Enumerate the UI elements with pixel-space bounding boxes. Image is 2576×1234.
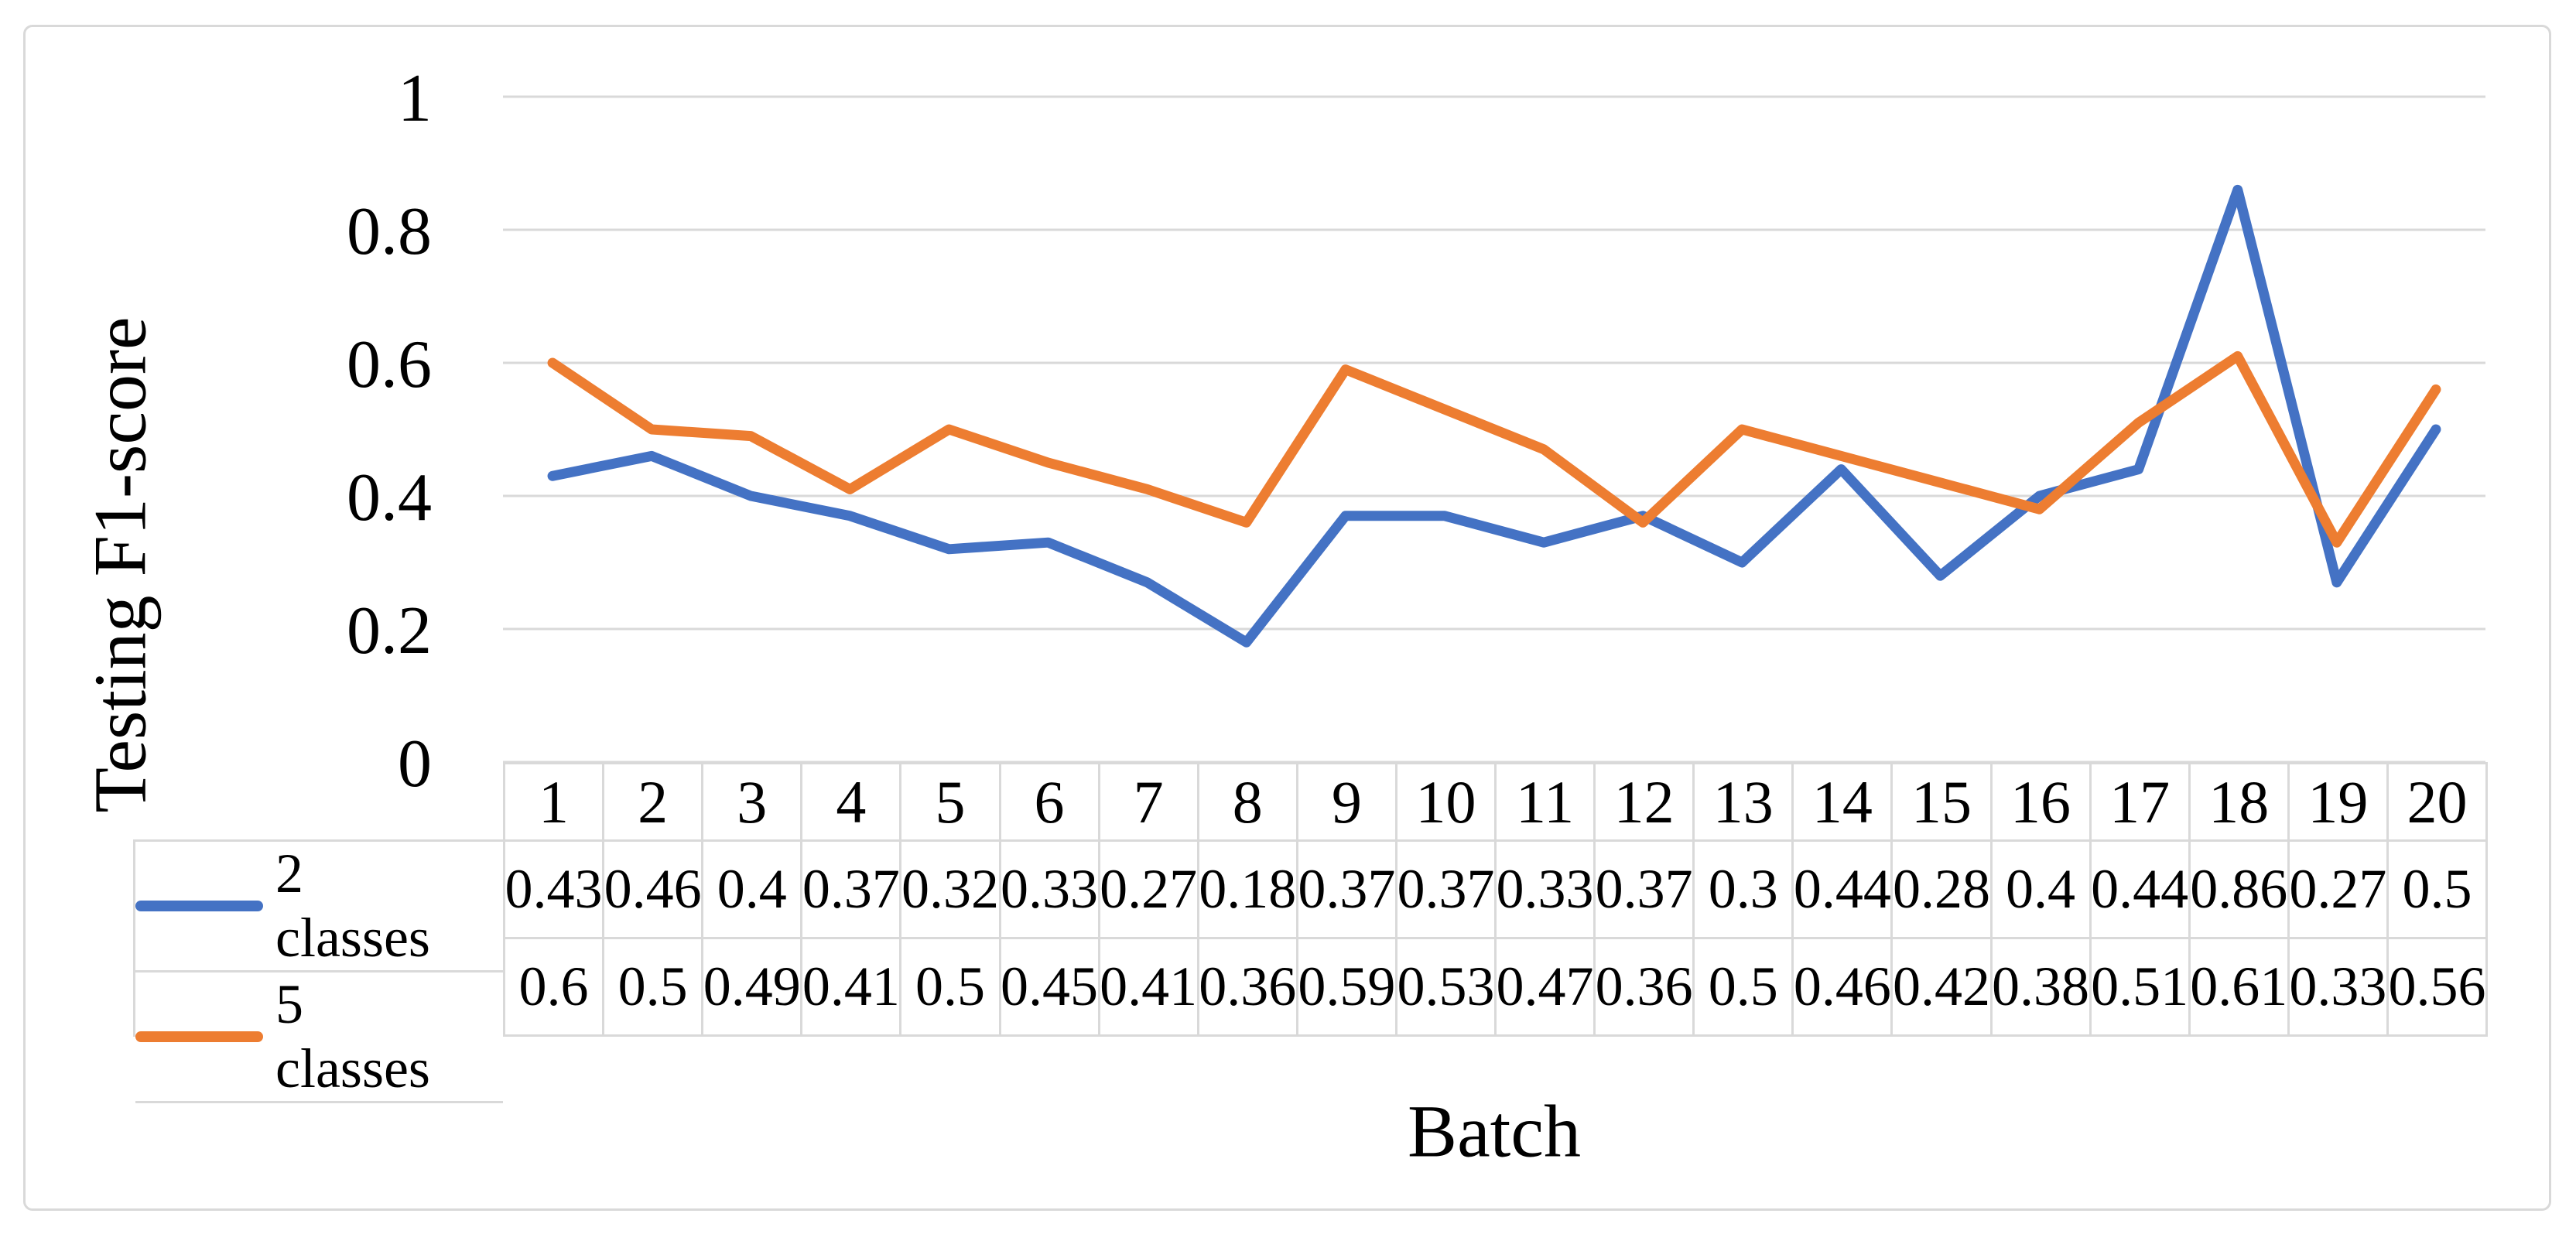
value-cell-2-classes-b8: 0.18 [1199, 842, 1298, 939]
value-cell-5-classes-b14: 0.46 [1794, 939, 1894, 1037]
value-cell-5-classes-b1: 0.6 [505, 939, 605, 1037]
value-cell-2-classes-b13: 0.3 [1695, 842, 1794, 939]
value-cell-5-classes-b2: 0.5 [604, 939, 704, 1037]
series-lines [547, 184, 2441, 648]
value-cell-5-classes-b10: 0.53 [1397, 939, 1497, 1037]
legend-item-2-classes: 2 classes [135, 842, 503, 973]
y-tick-label-0.6: 0.6 [347, 327, 432, 402]
value-cell-2-classes-b19: 0.27 [2289, 842, 2389, 939]
batch-header-cell-5: 5 [901, 764, 1001, 842]
value-cell-2-classes-b3: 0.4 [703, 842, 803, 939]
batch-header-cell-14: 14 [1794, 764, 1894, 842]
value-cell-2-classes-b18: 0.86 [2190, 842, 2290, 939]
legend-label-5-classes: 5 classes [275, 973, 430, 1099]
batch-header-cell-19: 19 [2289, 764, 2389, 842]
value-cell-2-classes-b10: 0.37 [1397, 842, 1497, 939]
figure-border-frame [23, 25, 2551, 1211]
legend-label-2-classes: 2 classes [275, 843, 430, 969]
y-axis-tick-labels: 0 0.2 0.4 0.6 0.8 1 [347, 61, 432, 802]
legend-column: 2 classes 5 classes [133, 839, 503, 1103]
value-cell-5-classes-b18: 0.61 [2190, 939, 2290, 1037]
value-cell-2-classes-b20: 0.5 [2388, 842, 2488, 939]
value-cell-2-classes-b17: 0.44 [2091, 842, 2191, 939]
value-cell-5-classes-b12: 0.36 [1596, 939, 1695, 1037]
y-tick-label-0.8: 0.8 [347, 194, 432, 269]
batch-header-cell-3: 3 [703, 764, 803, 842]
batch-header-cell-18: 18 [2190, 764, 2290, 842]
batch-header-cell-4: 4 [802, 764, 902, 842]
value-cell-5-classes-b15: 0.42 [1893, 939, 1993, 1037]
value-cell-2-classes-b6: 0.33 [1001, 842, 1100, 939]
value-cell-5-classes-b7: 0.41 [1100, 939, 1199, 1037]
y-tick-label-0: 0 [398, 726, 432, 802]
batch-header-cell-17: 17 [2091, 764, 2191, 842]
legend-line-swatch-5-classes [135, 1031, 263, 1042]
batch-header-cell-12: 12 [1596, 764, 1695, 842]
value-cell-5-classes-b16: 0.38 [1992, 939, 2092, 1037]
y-tick-label-0.2: 0.2 [347, 593, 432, 668]
value-cell-2-classes-b14: 0.44 [1794, 842, 1894, 939]
batch-header-cell-9: 9 [1298, 764, 1397, 842]
value-cell-5-classes-b8: 0.36 [1199, 939, 1298, 1037]
batch-header-cell-11: 11 [1497, 764, 1596, 842]
y-tick-label-1: 1 [398, 61, 432, 136]
batch-header-cell-10: 10 [1397, 764, 1497, 842]
value-cell-2-classes-b1: 0.43 [505, 842, 605, 939]
value-cell-5-classes-b19: 0.33 [2289, 939, 2389, 1037]
batch-header-cell-20: 20 [2388, 764, 2488, 842]
series-line-2-classes [547, 184, 2441, 648]
legend-line-swatch-2-classes [135, 901, 263, 911]
batch-header-cell-1: 1 [505, 764, 605, 842]
series-line-5-classes [547, 350, 2441, 548]
value-cell-5-classes-b3: 0.49 [703, 939, 803, 1037]
x-axis-title: Batch [1408, 1089, 1581, 1173]
value-cell-2-classes-b16: 0.4 [1992, 842, 2092, 939]
data-table: 1 2 3 4 5 6 7 8 9 10 11 12 13 14 15 16 17 18 19 20 0.43 0.46 0… [503, 762, 2488, 1037]
value-cell-2-classes-b4: 0.37 [802, 842, 902, 939]
value-cell-5-classes-b13: 0.5 [1695, 939, 1794, 1037]
batch-header-cell-2: 2 [604, 764, 704, 842]
value-cell-2-classes-b12: 0.37 [1596, 842, 1695, 939]
value-cell-2-classes-b11: 0.33 [1497, 842, 1596, 939]
batch-header-cell-7: 7 [1100, 764, 1199, 842]
batch-header-cell-16: 16 [1992, 764, 2092, 842]
value-cell-2-classes-b5: 0.32 [901, 842, 1001, 939]
batch-header-cell-13: 13 [1695, 764, 1794, 842]
batch-header-cell-15: 15 [1893, 764, 1993, 842]
value-cell-5-classes-b6: 0.45 [1001, 939, 1100, 1037]
value-cell-2-classes-b15: 0.28 [1893, 842, 1993, 939]
batch-header-cell-8: 8 [1199, 764, 1298, 842]
value-cell-5-classes-b9: 0.59 [1298, 939, 1397, 1037]
value-cell-2-classes-b7: 0.27 [1100, 842, 1199, 939]
y-tick-label-0.4: 0.4 [347, 460, 432, 535]
value-cell-5-classes-b11: 0.47 [1497, 939, 1596, 1037]
value-cell-5-classes-b20: 0.56 [2388, 939, 2488, 1037]
batch-header-cell-6: 6 [1001, 764, 1100, 842]
value-cell-2-classes-b9: 0.37 [1298, 842, 1397, 939]
value-cell-5-classes-b4: 0.41 [802, 939, 902, 1037]
y-axis-title: Testing F1-score [78, 316, 162, 813]
legend-item-5-classes: 5 classes [135, 973, 503, 1103]
value-cell-5-classes-b5: 0.5 [901, 939, 1001, 1037]
value-cell-5-classes-b17: 0.51 [2091, 939, 2191, 1037]
value-cell-2-classes-b2: 0.46 [604, 842, 704, 939]
